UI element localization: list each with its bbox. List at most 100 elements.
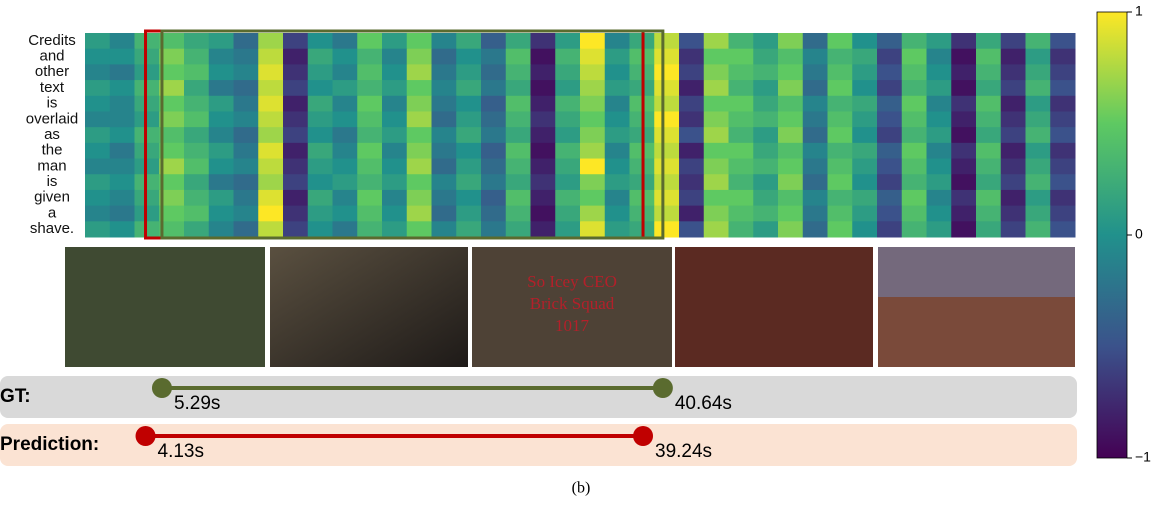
heatmap-cell — [803, 49, 828, 65]
heatmap-cell — [902, 96, 927, 112]
heatmap-cell — [85, 174, 110, 190]
heatmap-cell — [283, 80, 308, 96]
heatmap-cell — [85, 206, 110, 222]
heatmap-cell — [209, 190, 234, 206]
heatmap-cell — [679, 206, 704, 222]
heatmap-cell — [357, 159, 382, 175]
heatmap-cell — [704, 64, 729, 80]
heatmap-cell — [308, 143, 333, 159]
heatmap-cell — [927, 96, 952, 112]
heatmap-cell — [1050, 80, 1075, 96]
heatmap-cell — [357, 33, 382, 49]
heatmap-cell — [828, 111, 853, 127]
heatmap-cell — [902, 33, 927, 49]
heatmap-cell — [481, 111, 506, 127]
heatmap-cell — [531, 206, 556, 222]
heatmap-cell — [951, 174, 976, 190]
heatmap-cell — [877, 206, 902, 222]
heatmap-cell — [258, 96, 283, 112]
heatmap-cell — [456, 221, 481, 237]
heatmap-cell — [927, 49, 952, 65]
heatmap-cell — [85, 33, 110, 49]
heatmap-cell — [506, 221, 531, 237]
heatmap-cell — [828, 221, 853, 237]
heatmap-cell — [531, 64, 556, 80]
heatmap-cell — [283, 64, 308, 80]
heatmap-cell — [209, 64, 234, 80]
heatmap-cell — [778, 33, 803, 49]
heatmap-cell — [1050, 33, 1075, 49]
heatmap-cell — [605, 174, 630, 190]
heatmap-cell — [1001, 159, 1026, 175]
heatmap-cell — [506, 33, 531, 49]
heatmap-cell — [654, 127, 679, 143]
heatmap-cell — [654, 33, 679, 49]
heatmap-cell — [927, 174, 952, 190]
heatmap-cell — [877, 80, 902, 96]
heatmap-cell — [456, 174, 481, 190]
heatmap-cell — [1050, 174, 1075, 190]
heatmap-cell — [481, 206, 506, 222]
heatmap-cell — [1026, 96, 1051, 112]
heatmap-cell — [976, 221, 1001, 237]
heatmap-cell — [729, 206, 754, 222]
heatmap-cell — [308, 96, 333, 112]
video-frame — [270, 247, 468, 367]
heatmap-cell — [357, 49, 382, 65]
heatmap-cell — [852, 96, 877, 112]
heatmap-cell — [902, 143, 927, 159]
heatmap-cell — [704, 159, 729, 175]
heatmap-cell — [209, 159, 234, 175]
heatmap-cell — [308, 80, 333, 96]
heatmap-cell — [580, 143, 605, 159]
heatmap-cell — [654, 190, 679, 206]
heatmap-cell — [407, 143, 432, 159]
heatmap-cell — [704, 190, 729, 206]
prediction-start — [136, 426, 156, 446]
heatmap-cell — [1050, 221, 1075, 237]
word-label: overlaid — [26, 110, 79, 127]
heatmap-cell — [1001, 127, 1026, 143]
heatmap-cell — [432, 143, 457, 159]
heatmap-cell — [828, 206, 853, 222]
heatmap-cell — [753, 111, 778, 127]
heatmap-cell — [877, 33, 902, 49]
heatmap-cell — [308, 127, 333, 143]
heatmap-cell — [258, 190, 283, 206]
heatmap-cell — [184, 206, 209, 222]
heatmap-cell — [976, 127, 1001, 143]
heatmap-cell — [951, 127, 976, 143]
heatmap-cell — [531, 127, 556, 143]
heatmap-cell — [605, 206, 630, 222]
heatmap-cell — [506, 111, 531, 127]
heatmap-cell — [407, 206, 432, 222]
heatmap-cell — [258, 159, 283, 175]
heatmap-cell — [1026, 127, 1051, 143]
heatmap-cell — [580, 111, 605, 127]
heatmap-cell — [555, 33, 580, 49]
heatmap-cell — [1026, 80, 1051, 96]
heatmap-cell — [605, 221, 630, 237]
word-label: Credits — [28, 32, 76, 49]
heatmap-cell — [135, 49, 160, 65]
heatmap-cell — [234, 33, 259, 49]
heatmap-cell — [135, 221, 160, 237]
heatmap-cell — [209, 206, 234, 222]
heatmap-cell — [976, 143, 1001, 159]
heatmap-cell — [1026, 159, 1051, 175]
heatmap-cell — [234, 174, 259, 190]
heatmap-cell — [1026, 221, 1051, 237]
heatmap-cell — [580, 190, 605, 206]
heatmap-cell — [456, 190, 481, 206]
heatmap-cell — [580, 96, 605, 112]
heatmap-cell — [1050, 64, 1075, 80]
heatmap-cell — [481, 49, 506, 65]
heatmap-cell — [135, 190, 160, 206]
heatmap-cell — [605, 80, 630, 96]
heatmap-cell — [456, 111, 481, 127]
heatmap-cell — [580, 33, 605, 49]
heatmap-cell — [828, 33, 853, 49]
heatmap-cell — [778, 159, 803, 175]
heatmap-cell — [382, 143, 407, 159]
heatmap-cell — [85, 190, 110, 206]
